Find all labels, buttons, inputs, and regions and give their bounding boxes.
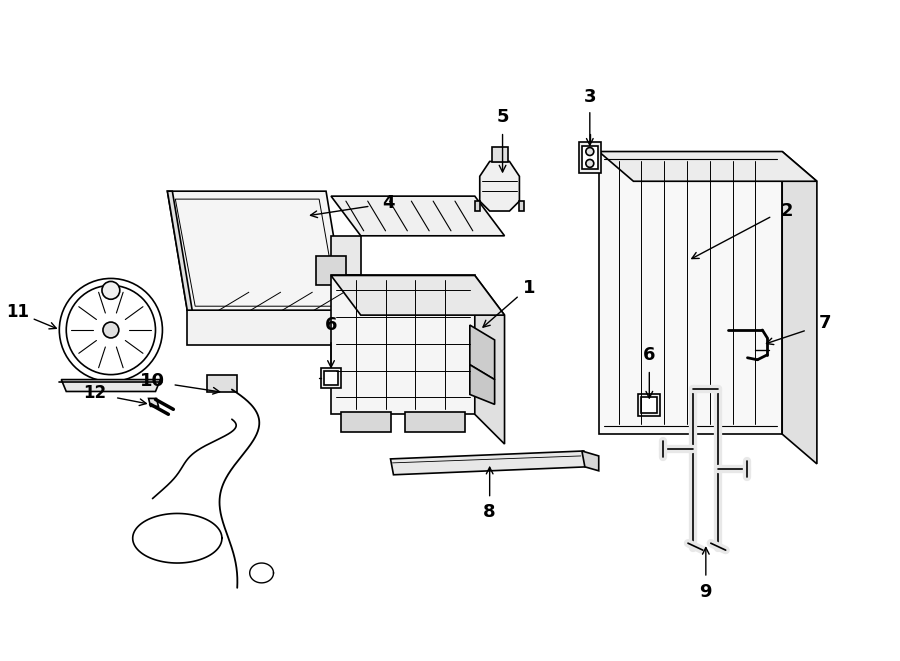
Polygon shape (346, 290, 381, 345)
Circle shape (586, 147, 594, 155)
Bar (638, 395, 661, 416)
Bar (324, 371, 338, 385)
Polygon shape (61, 379, 160, 391)
Text: 3: 3 (583, 88, 596, 106)
Polygon shape (187, 290, 381, 310)
Polygon shape (187, 310, 346, 345)
Bar (491, 147, 508, 163)
Text: 6: 6 (325, 316, 338, 334)
Polygon shape (582, 451, 599, 471)
Polygon shape (480, 161, 519, 211)
Polygon shape (331, 196, 505, 236)
Polygon shape (782, 151, 817, 464)
Text: 8: 8 (483, 504, 496, 522)
Circle shape (103, 322, 119, 338)
Text: 10: 10 (140, 371, 165, 389)
Polygon shape (470, 325, 495, 379)
Polygon shape (167, 191, 193, 310)
Bar (207, 375, 237, 393)
Polygon shape (405, 412, 465, 432)
Polygon shape (475, 201, 480, 211)
Text: 5: 5 (496, 108, 508, 126)
Text: 4: 4 (382, 194, 395, 212)
Polygon shape (316, 256, 346, 286)
Text: 12: 12 (84, 385, 106, 403)
Text: 6: 6 (644, 346, 655, 364)
Polygon shape (598, 151, 817, 181)
Bar (321, 368, 341, 387)
Polygon shape (475, 276, 505, 444)
Polygon shape (148, 399, 158, 407)
Polygon shape (341, 412, 391, 432)
Circle shape (59, 278, 162, 381)
Polygon shape (331, 236, 361, 276)
Polygon shape (331, 276, 505, 315)
Bar (642, 397, 657, 413)
Circle shape (586, 159, 594, 167)
Polygon shape (470, 365, 495, 405)
Bar (598, 151, 782, 434)
Polygon shape (391, 451, 587, 475)
Text: 7: 7 (819, 314, 831, 332)
Circle shape (67, 286, 156, 375)
Polygon shape (519, 201, 525, 211)
Bar (579, 141, 600, 173)
Circle shape (102, 282, 120, 299)
Polygon shape (167, 191, 346, 310)
Bar (582, 145, 598, 169)
Text: 9: 9 (699, 583, 712, 601)
Polygon shape (331, 276, 475, 414)
Text: 11: 11 (6, 303, 29, 321)
Text: 1: 1 (523, 280, 536, 297)
Text: 2: 2 (781, 202, 794, 220)
